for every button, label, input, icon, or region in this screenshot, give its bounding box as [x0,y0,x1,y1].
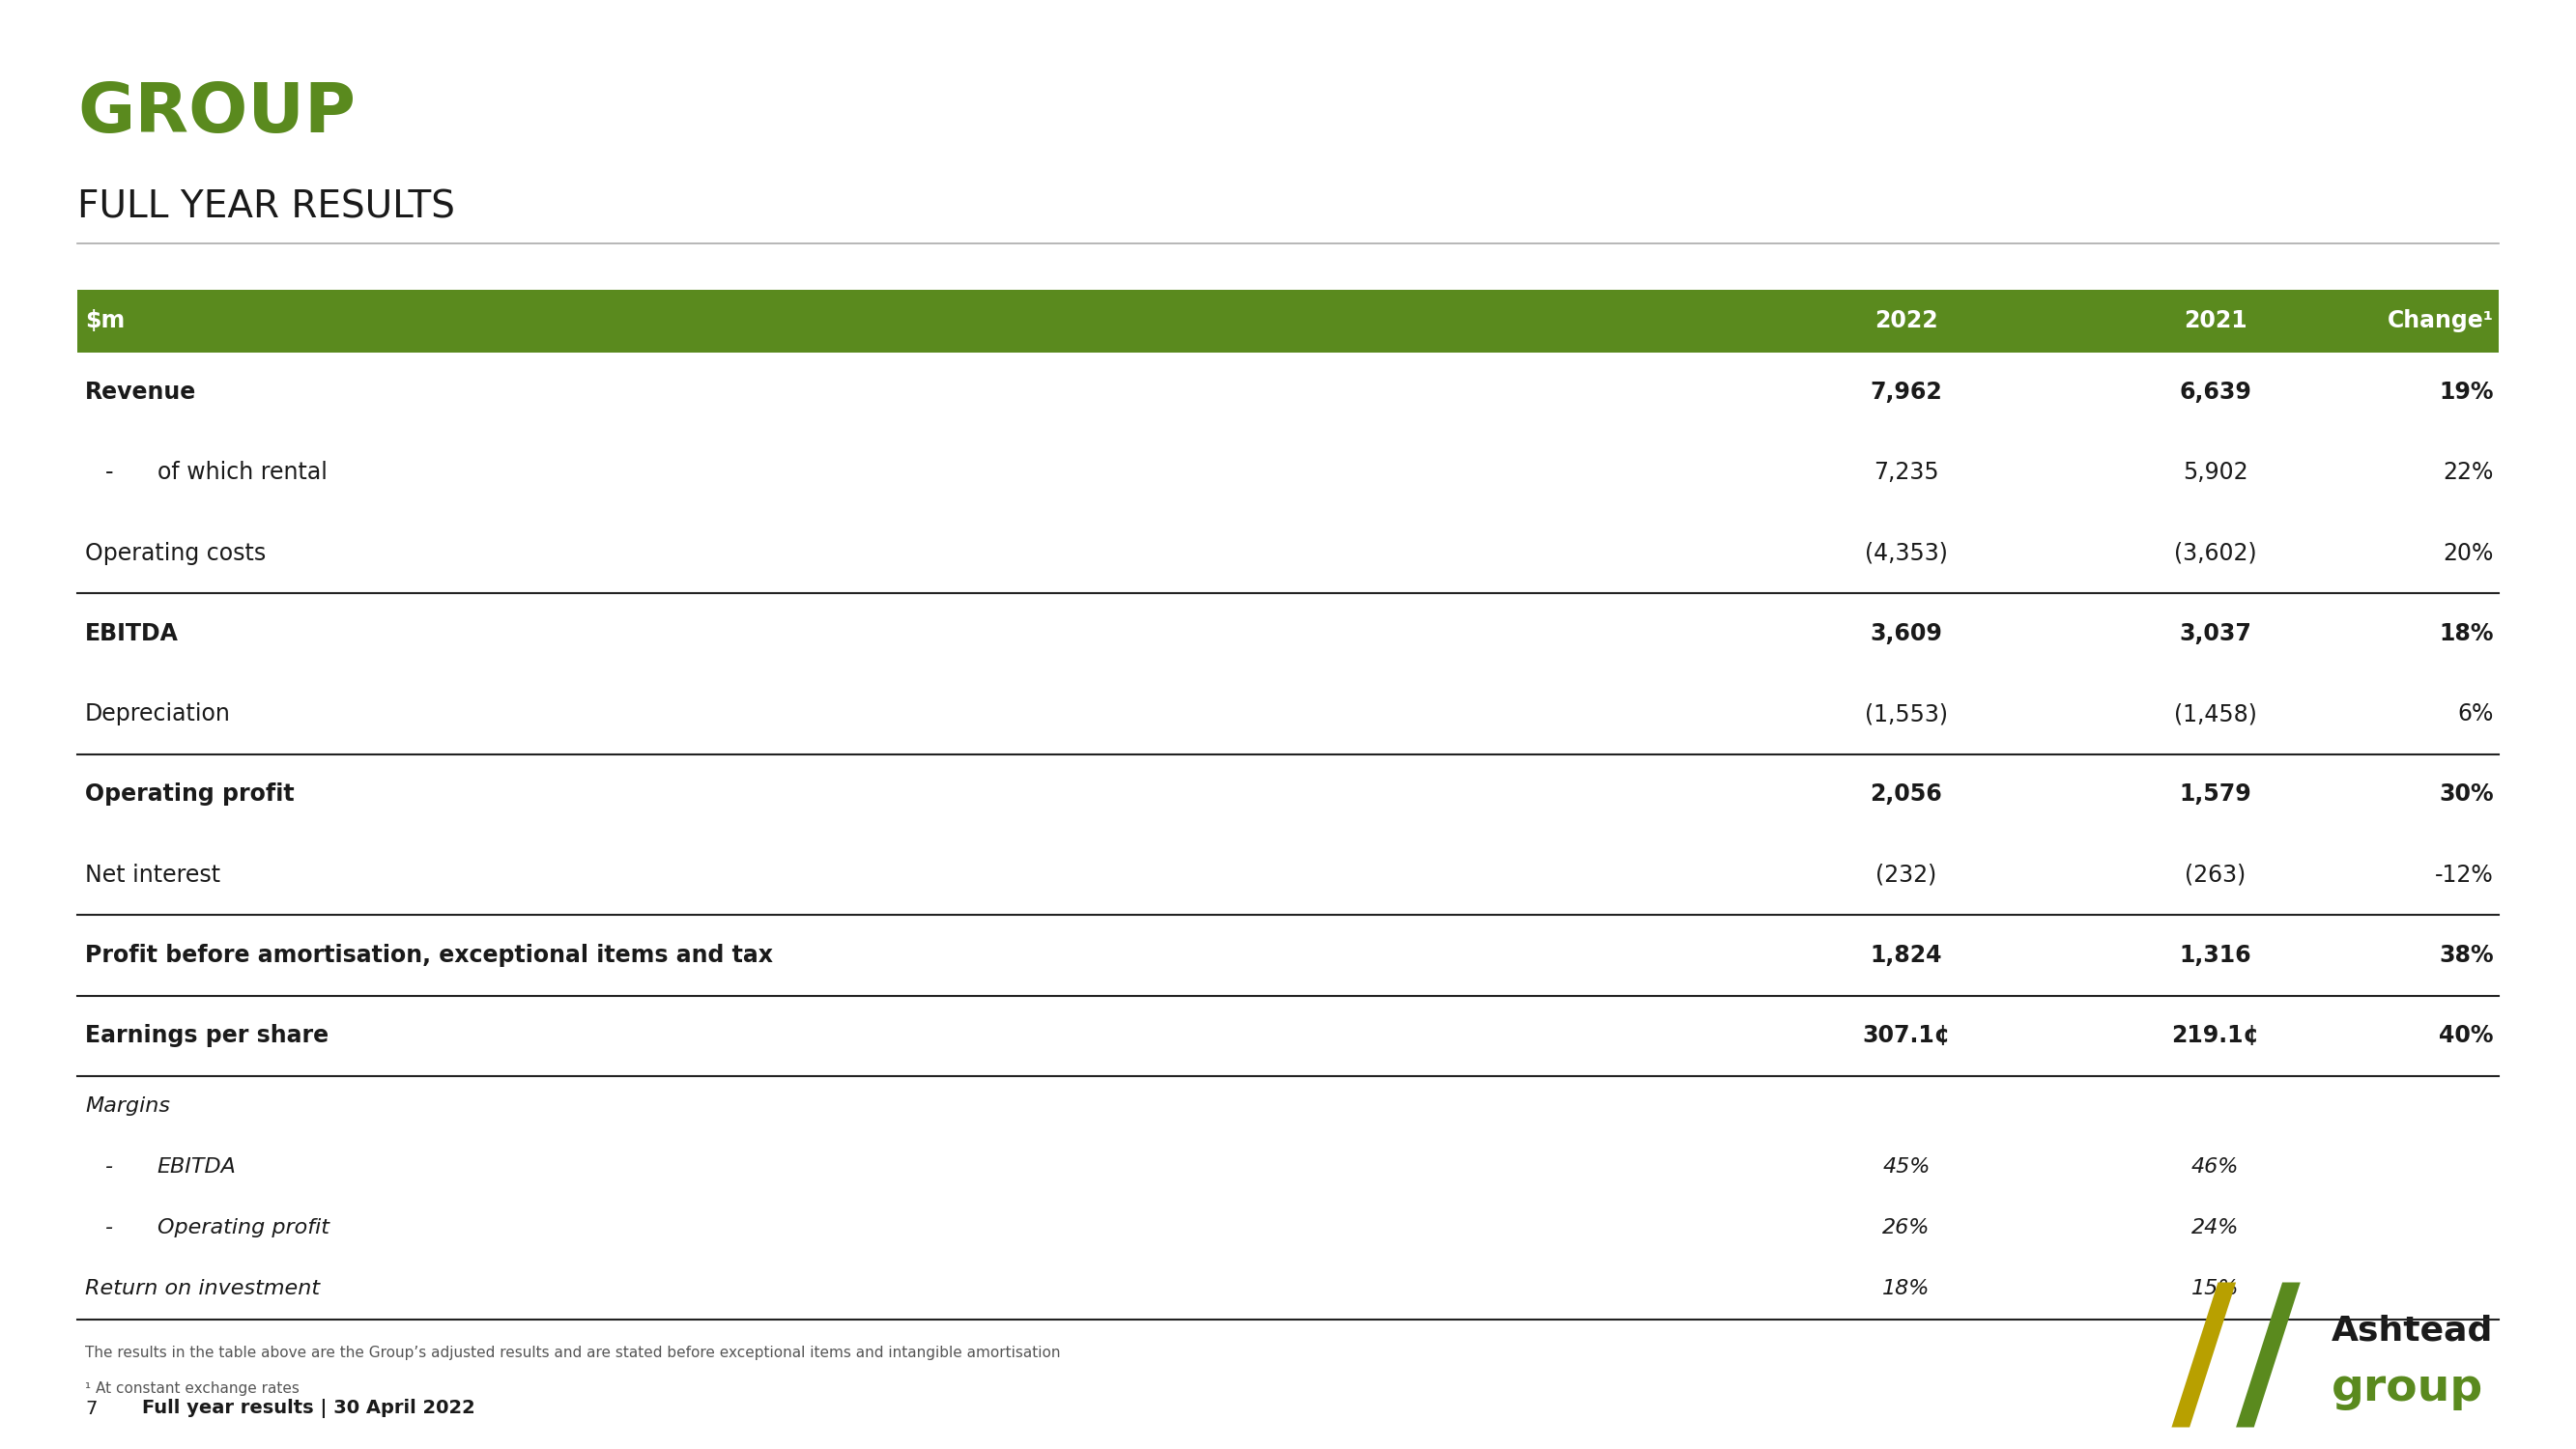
Text: GROUP: GROUP [77,80,355,146]
Text: Net interest: Net interest [85,864,222,887]
Text: 18%: 18% [2439,622,2494,645]
Text: 3,037: 3,037 [2179,622,2251,645]
Text: 20%: 20% [2442,542,2494,565]
Text: 1,579: 1,579 [2179,782,2251,806]
Text: 5,902: 5,902 [2182,461,2249,484]
Text: 2021: 2021 [2184,310,2246,333]
Text: 2022: 2022 [1875,310,1937,333]
Text: Ashtead: Ashtead [2331,1314,2494,1346]
Text: Operating profit: Operating profit [85,782,294,806]
Text: Change¹: Change¹ [2388,310,2494,333]
Text: 2,056: 2,056 [1870,782,1942,806]
Text: $m: $m [85,310,124,333]
Text: 18%: 18% [1883,1279,1929,1298]
Bar [77,513,2499,594]
Text: 24%: 24% [2192,1219,2239,1237]
Text: -: - [106,461,113,484]
Bar [77,432,2499,513]
Text: ¹ At constant exchange rates: ¹ At constant exchange rates [85,1382,299,1397]
Text: Full year results | 30 April 2022: Full year results | 30 April 2022 [142,1398,474,1419]
Text: The results in the table above are the Group’s adjusted results and are stated b: The results in the table above are the G… [85,1345,1061,1359]
Text: Depreciation: Depreciation [85,703,232,726]
Text: 22%: 22% [2442,461,2494,484]
Text: 40%: 40% [2439,1024,2494,1048]
Text: Return on investment: Return on investment [85,1279,319,1298]
Text: -12%: -12% [2434,864,2494,887]
Text: (1,553): (1,553) [1865,703,1947,726]
Text: 15%: 15% [2192,1279,2239,1298]
Text: EBITDA: EBITDA [85,622,178,645]
Text: 45%: 45% [1883,1158,1929,1177]
Text: (232): (232) [1875,864,1937,887]
Bar [77,916,2499,995]
Text: (3,602): (3,602) [2174,542,2257,565]
Text: 46%: 46% [2192,1158,2239,1177]
Text: EBITDA: EBITDA [157,1158,237,1177]
Text: 3,609: 3,609 [1870,622,1942,645]
Text: 19%: 19% [2439,381,2494,404]
Text: 1,824: 1,824 [1870,943,1942,966]
Bar [77,753,2499,835]
Text: 26%: 26% [1883,1219,1929,1237]
Text: 6%: 6% [2458,703,2494,726]
Text: 1,316: 1,316 [2179,943,2251,966]
Text: FULL YEAR RESULTS: FULL YEAR RESULTS [77,188,456,225]
Bar [77,594,2499,674]
Text: Margins: Margins [85,1097,170,1116]
Text: Profit before amortisation, exceptional items and tax: Profit before amortisation, exceptional … [85,943,773,966]
Text: 30%: 30% [2439,782,2494,806]
Text: 7,962: 7,962 [1870,381,1942,404]
Text: 6,639: 6,639 [2179,381,2251,404]
Text: (4,353): (4,353) [1865,542,1947,565]
Text: -: - [106,1219,113,1237]
Text: 219.1¢: 219.1¢ [2172,1024,2259,1048]
Text: Operating profit: Operating profit [157,1219,330,1237]
Text: Revenue: Revenue [85,381,196,404]
Bar [77,352,2499,432]
Polygon shape [2172,1282,2236,1427]
Text: 7: 7 [85,1400,98,1417]
Polygon shape [2236,1282,2300,1427]
Bar [77,674,2499,753]
Bar [77,835,2499,916]
Bar [77,290,2499,352]
Text: 7,235: 7,235 [1873,461,1940,484]
Text: -: - [106,1158,113,1177]
Text: (1,458): (1,458) [2174,703,2257,726]
Text: group: group [2331,1366,2483,1410]
Bar [77,995,2499,1075]
Text: 38%: 38% [2439,943,2494,966]
Text: (263): (263) [2184,864,2246,887]
Text: Earnings per share: Earnings per share [85,1024,330,1048]
Text: of which rental: of which rental [157,461,327,484]
Text: Operating costs: Operating costs [85,542,265,565]
Text: 307.1¢: 307.1¢ [1862,1024,1950,1048]
